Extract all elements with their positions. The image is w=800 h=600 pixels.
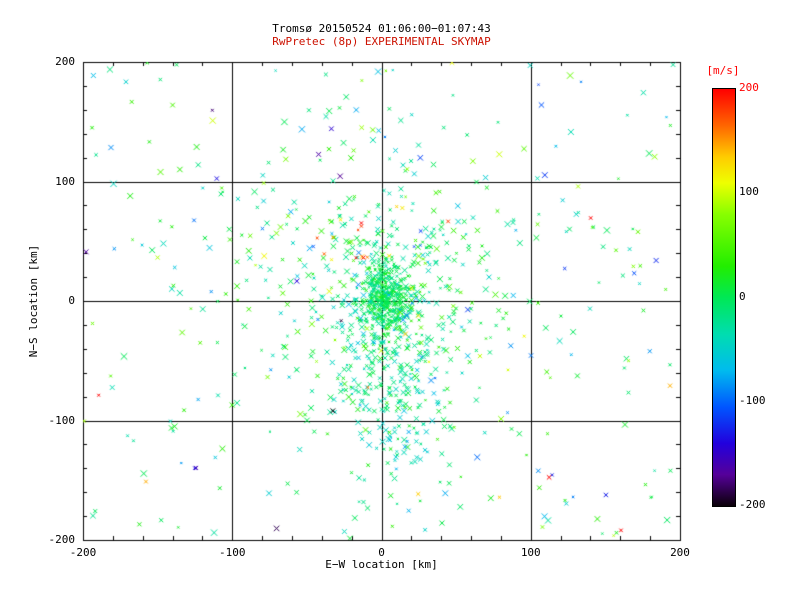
x-tick-label: 0 xyxy=(378,546,385,559)
x-axis-label: E−W location [km] xyxy=(325,558,438,571)
y-tick-label: -200 xyxy=(48,533,76,546)
plot-title: Tromsø 20150524 01:06:00−01:07:43 RwPret… xyxy=(83,22,680,48)
colorbar-tick-label: -200 xyxy=(739,498,766,511)
y-tick-label: 0 xyxy=(68,294,75,307)
colorbar-tick-label: 0 xyxy=(739,289,746,303)
title-line2: RwPretec (8p) EXPERIMENTAL SKYMAP xyxy=(272,35,491,48)
colorbar-tick-label: 200 xyxy=(739,81,759,94)
x-tick-label: 200 xyxy=(670,546,690,559)
colorbar-title: [m/s] xyxy=(706,64,740,77)
x-tick-label: -200 xyxy=(69,546,97,559)
y-tick-label: -100 xyxy=(48,413,76,427)
colorbar-tick-label: 100 xyxy=(739,185,759,199)
colorbar-tick-label: -100 xyxy=(739,393,766,407)
x-tick-label: 100 xyxy=(520,546,541,559)
colorbar-gradient xyxy=(712,88,736,507)
x-tick-label: -100 xyxy=(219,546,246,559)
y-tick-label: 100 xyxy=(55,174,75,188)
y-tick-label: 200 xyxy=(55,55,75,68)
title-line1: Tromsø 20150524 01:06:00−01:07:43 xyxy=(272,22,491,35)
